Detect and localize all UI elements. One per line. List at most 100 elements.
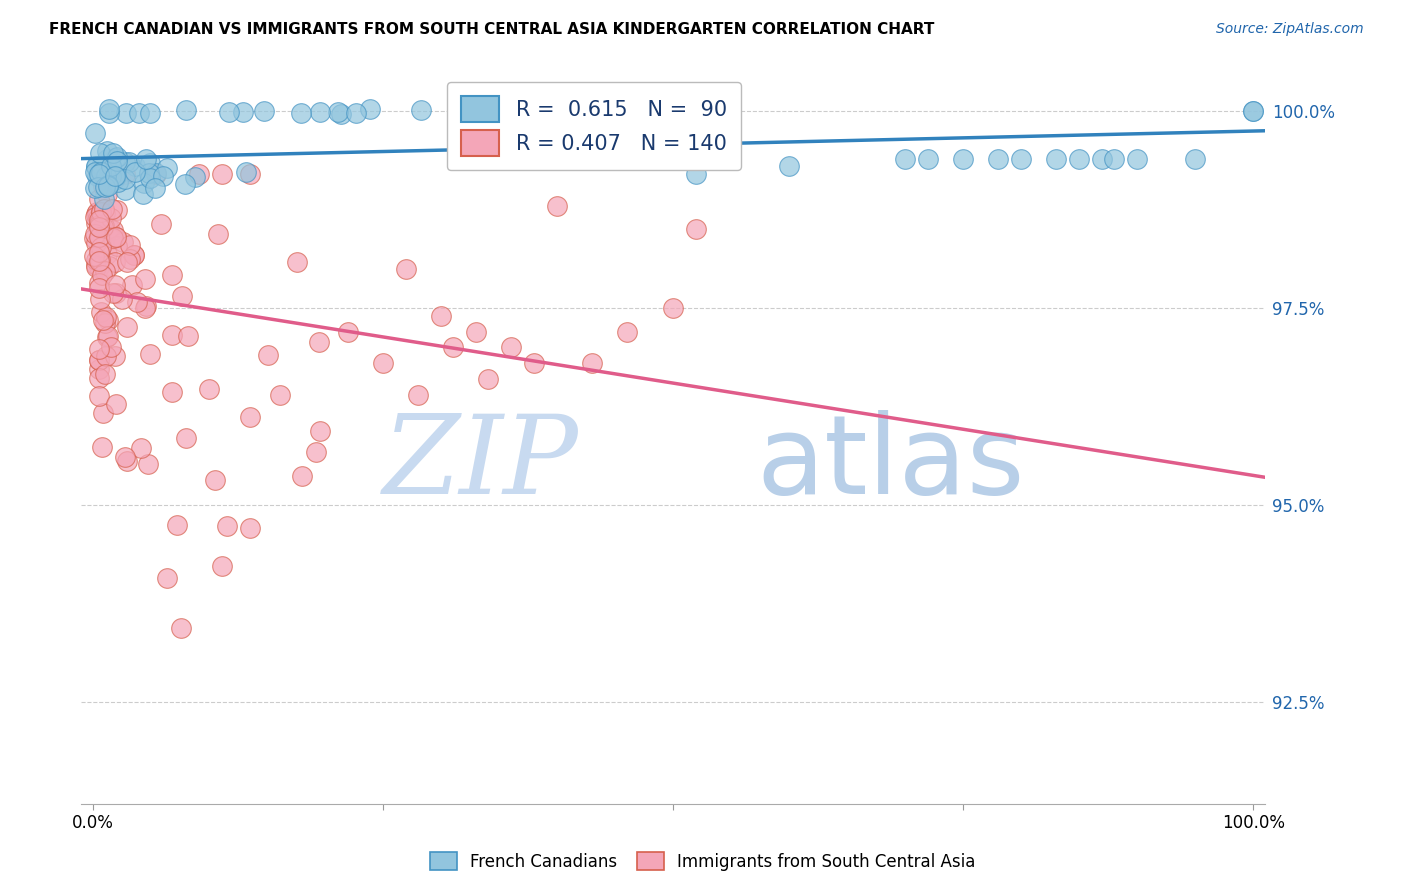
Point <box>114 450 136 465</box>
Point <box>89 146 111 161</box>
Point <box>160 385 183 400</box>
Legend: French Canadians, Immigrants from South Central Asia: French Canadians, Immigrants from South … <box>422 844 984 880</box>
Point <box>84 181 107 195</box>
Point <box>308 334 330 349</box>
Point <box>218 104 240 119</box>
Point <box>89 293 111 307</box>
Point <box>156 161 179 176</box>
Point <box>94 169 117 184</box>
Point <box>105 150 128 164</box>
Point <box>309 105 332 120</box>
Point <box>616 325 638 339</box>
Point <box>115 255 138 269</box>
Point <box>145 166 167 180</box>
Point <box>86 169 108 184</box>
Point <box>84 164 107 178</box>
Point <box>239 521 262 535</box>
Point <box>257 348 280 362</box>
Point <box>90 253 112 268</box>
Point <box>114 172 136 186</box>
Text: ZIP: ZIP <box>382 409 578 517</box>
Point <box>105 239 128 253</box>
Point <box>305 444 328 458</box>
Point <box>83 231 105 245</box>
Point <box>105 285 128 300</box>
Point <box>89 305 111 319</box>
Point <box>581 356 603 370</box>
Point <box>87 215 110 229</box>
Point <box>344 106 367 120</box>
Point <box>217 518 239 533</box>
Point <box>90 164 112 178</box>
Point <box>93 192 115 206</box>
Point <box>371 356 394 370</box>
Point <box>87 362 110 376</box>
Point <box>87 342 110 356</box>
Point <box>84 258 107 272</box>
Point <box>1010 152 1032 166</box>
Point <box>1184 152 1206 166</box>
Point <box>89 192 111 206</box>
Point <box>101 232 124 246</box>
Point <box>441 341 464 355</box>
Point <box>204 473 226 487</box>
Point <box>170 289 193 303</box>
Point <box>97 312 120 326</box>
Point <box>160 268 183 283</box>
Point <box>89 253 111 268</box>
Point <box>91 178 114 193</box>
Point <box>89 169 111 183</box>
Point <box>100 340 122 354</box>
Point <box>122 248 145 262</box>
Point <box>541 103 564 117</box>
Point <box>84 252 107 267</box>
Point <box>120 238 142 252</box>
Point <box>84 216 107 230</box>
Point <box>115 319 138 334</box>
Point <box>160 327 183 342</box>
Point <box>94 367 117 381</box>
Point <box>104 151 127 165</box>
Point <box>87 370 110 384</box>
Point <box>127 295 149 310</box>
Point <box>94 316 117 330</box>
Point <box>115 105 138 120</box>
Point <box>139 155 162 169</box>
Point <box>87 352 110 367</box>
Point <box>546 199 568 213</box>
Point <box>87 220 110 235</box>
Point <box>87 230 110 244</box>
Point <box>96 169 118 184</box>
Point <box>90 440 112 454</box>
Point <box>198 382 221 396</box>
Point <box>105 229 128 244</box>
Point <box>121 278 143 293</box>
Point <box>97 328 120 343</box>
Point <box>100 169 122 183</box>
Point <box>128 105 150 120</box>
Text: atlas: atlas <box>756 410 1025 517</box>
Point <box>114 154 136 169</box>
Point <box>619 103 641 118</box>
Point <box>359 102 381 116</box>
Point <box>187 167 209 181</box>
Point <box>87 260 110 275</box>
Point <box>269 388 291 402</box>
Point <box>90 240 112 254</box>
Point <box>96 187 118 202</box>
Point <box>285 255 308 269</box>
Point <box>89 230 111 244</box>
Point <box>291 468 314 483</box>
Point <box>337 325 360 339</box>
Point <box>235 165 257 179</box>
Point <box>84 126 107 140</box>
Point <box>98 106 121 120</box>
Point <box>177 329 200 343</box>
Point <box>87 281 110 295</box>
Point <box>1045 152 1067 166</box>
Point <box>84 159 107 173</box>
Point <box>89 214 111 228</box>
Point <box>952 152 974 166</box>
Point <box>122 248 145 262</box>
Point <box>894 152 917 166</box>
